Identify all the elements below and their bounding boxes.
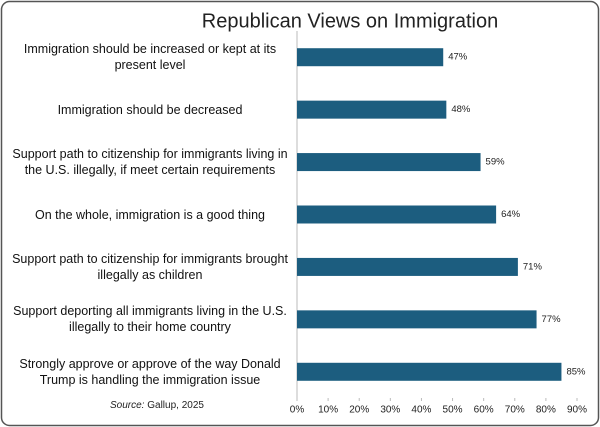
category-label: On the whole, immigration is a good thin… [35,207,265,222]
value-label: 64% [501,209,521,220]
x-tick-label: 90% [567,405,587,416]
bar [297,153,481,172]
x-tick-label: 40% [411,405,431,416]
category-label: Support deporting all immigrants living … [13,304,287,335]
bar [297,310,537,329]
x-tick-label: 0% [290,405,305,416]
x-tick-label: 30% [380,405,400,416]
category-label: Immigration should be increased or kept … [23,42,277,73]
x-tick-label: 60% [474,405,494,416]
value-label: 85% [566,366,586,377]
bar [297,48,444,67]
value-label: 59% [486,157,506,168]
bar [297,362,562,381]
category-label: Support path to citizenship for immigran… [12,251,288,282]
value-label: 77% [542,314,562,325]
x-tick-label: 70% [505,405,525,416]
value-label: 48% [451,104,471,115]
value-label: 71% [523,261,543,272]
bar [297,100,447,119]
source: Source: Gallup, 2025 [110,400,204,411]
source-text: Gallup, 2025 [147,400,204,411]
category-label: Strongly approve or approve of the way D… [19,356,281,387]
category-label: Support path to citizenship for immigran… [12,147,288,178]
category-label: Immigration should be decreased [57,102,243,117]
bar [297,257,518,276]
x-tick-label: 10% [318,405,338,416]
chart-title: Republican Views on Immigration [202,10,498,32]
x-tick-label: 20% [349,405,369,416]
bar [297,205,497,224]
x-tick-label: 80% [536,405,556,416]
value-label: 47% [448,52,468,63]
x-tick-label: 50% [443,405,463,416]
source-label: Source: [110,400,145,411]
